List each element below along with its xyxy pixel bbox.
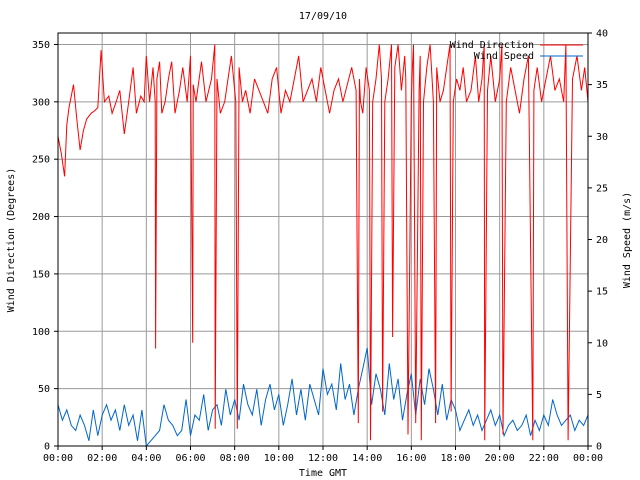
legend: Wind Direction Wind Speed	[450, 40, 583, 62]
series-line-wind-direction	[57, 44, 589, 441]
y-right-tick-label-6: 30	[596, 132, 608, 143]
grid	[58, 33, 588, 446]
x-tick-label-9: 18:00	[440, 453, 470, 464]
x-tick-label-12: 00:00	[573, 453, 603, 464]
x-tick-label-4: 08:00	[220, 453, 250, 464]
y-right-tick-label-3: 15	[596, 287, 608, 298]
y-right-tick-label-7: 35	[596, 80, 608, 91]
y-left-tick-label-0: 0	[44, 442, 50, 453]
x-tick-label-3: 06:00	[175, 453, 205, 464]
x-tick-label-10: 20:00	[485, 453, 515, 464]
tick-layer: 00:00 02:00 04:00 06:00 08:00 10:00 12:00 14:00…	[32, 29, 608, 465]
y-left-tick-label-5: 250	[32, 155, 50, 166]
y-right-tick-label-0: 0	[596, 442, 602, 453]
y-right-tick-label-5: 25	[596, 183, 608, 194]
x-tick-label-6: 12:00	[308, 453, 338, 464]
x-tick-label-8: 16:00	[396, 453, 426, 464]
y-right-tick-label-4: 20	[596, 235, 608, 246]
y-right-tick-label-2: 10	[596, 338, 608, 349]
x-axis-title: Time GMT	[299, 468, 347, 479]
y-right-tick-label-1: 5	[596, 390, 602, 401]
x-tick-label-0: 00:00	[43, 453, 73, 464]
x-tick-label-7: 14:00	[352, 453, 382, 464]
legend-label-wind-speed: Wind Speed	[474, 51, 534, 62]
chart-title: 17/09/10	[299, 11, 347, 22]
y-left-tick-label-3: 150	[32, 269, 50, 280]
y-left-axis-title: Wind Direction (Degrees)	[6, 168, 17, 313]
y-left-tick-label-2: 100	[32, 327, 50, 338]
x-tick-label-2: 04:00	[131, 453, 161, 464]
y-left-tick-label-7: 350	[32, 40, 50, 51]
y-left-tick-label-4: 200	[32, 212, 50, 223]
y-left-tick-label-1: 50	[38, 384, 50, 395]
x-tick-label-11: 22:00	[529, 453, 559, 464]
x-tick-label-5: 10:00	[264, 453, 294, 464]
legend-label-wind-direction: Wind Direction	[450, 40, 534, 51]
y-right-axis-title: Wind Speed (m/s)	[622, 192, 633, 288]
y-left-tick-label-6: 300	[32, 97, 50, 108]
x-tick-label-1: 02:00	[87, 453, 117, 464]
y-right-tick-label-8: 40	[596, 29, 608, 40]
